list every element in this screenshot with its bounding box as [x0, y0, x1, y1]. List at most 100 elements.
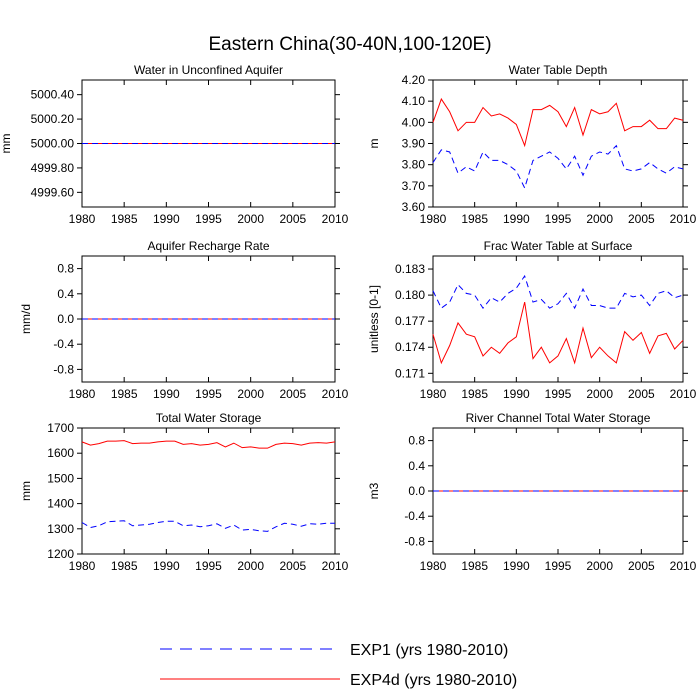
legend-label-exp4d: EXP4d (yrs 1980-2010)	[350, 672, 517, 689]
y-tick-label: 0.180	[395, 288, 425, 302]
y-tick-label: 1600	[47, 446, 74, 460]
x-tick-label: 2000	[237, 559, 264, 573]
x-tick-label: 1985	[111, 559, 138, 573]
series-line-exp1	[432, 144, 684, 190]
panel-aquifer-recharge-rate: Aquifer Recharge Rate 1980 1985 1990 1995 200…	[19, 239, 349, 401]
panel-title: Water in Unconfined Aquifer	[134, 63, 283, 77]
y-tick-label: 4.10	[402, 94, 426, 108]
y-tick-label: 0.174	[395, 340, 425, 354]
series-line-exp4d	[432, 97, 684, 148]
panel-water-table-depth: Water Table Depth 1980 1985 1990 1995 2000 200…	[367, 63, 697, 226]
panel-river-channel-total-water-storage: River Channel Total Water Storage 1980 198…	[367, 411, 697, 573]
series-line-exp1	[432, 274, 684, 310]
y-tick-label: 4.20	[402, 73, 426, 87]
series-line-exp1	[81, 520, 335, 532]
x-tick-label: 1995	[545, 212, 572, 226]
x-tick-label: 1990	[153, 387, 180, 401]
y-tick-label: 3.90	[402, 137, 426, 151]
y-tick-label: 0.0	[408, 484, 425, 498]
panel-total-water-storage: Total Water Storage 1980 1985 1990 1995 2000 2…	[19, 411, 349, 573]
legend: EXP1 (yrs 1980-2010) EXP4d (yrs 1980-201…	[160, 642, 517, 689]
y-axis-label: unitless [0-1]	[367, 285, 381, 353]
y-tick-label: -0.8	[53, 362, 74, 376]
y-tick-label: 5000.00	[31, 137, 75, 151]
x-tick-label: 1985	[111, 212, 138, 226]
x-tick-label: 2010	[670, 212, 697, 226]
y-tick-label: -0.4	[53, 337, 74, 351]
x-tick-label: 1985	[461, 559, 488, 573]
panel-title: Water Table Depth	[509, 63, 608, 77]
x-tick-label: 2005	[628, 559, 655, 573]
x-tick-label: 2000	[237, 387, 264, 401]
y-tick-label: 4.00	[402, 115, 426, 129]
x-tick-label: 1985	[461, 212, 488, 226]
x-tick-label: 2005	[279, 387, 306, 401]
x-tick-label: 2010	[670, 559, 697, 573]
legend-label-exp1: EXP1 (yrs 1980-2010)	[350, 642, 508, 659]
x-tick-label: 1995	[195, 212, 222, 226]
x-tick-label: 2010	[322, 212, 349, 226]
x-tick-label: 1980	[420, 559, 447, 573]
x-tick-label: 2000	[586, 212, 613, 226]
x-tick-label: 1995	[545, 387, 572, 401]
plot-frame	[432, 79, 684, 208]
y-axis-label: m3	[367, 482, 381, 499]
panel-title: Total Water Storage	[156, 411, 262, 425]
panel-water-in-unconfined-aquifer: Water in Unconfined Aquifer 1980 1985 1990 1…	[0, 63, 349, 226]
y-tick-label: 1500	[47, 471, 74, 485]
x-tick-label: 1985	[461, 387, 488, 401]
x-tick-label: 1990	[153, 559, 180, 573]
y-axis-label: mm/d	[19, 304, 33, 334]
plot-frame	[81, 427, 336, 555]
panel-title: Aquifer Recharge Rate	[147, 239, 269, 253]
x-tick-label: 1980	[69, 559, 96, 573]
x-tick-label: 1995	[195, 387, 222, 401]
x-tick-label: 1995	[545, 559, 572, 573]
y-tick-label: 0.8	[57, 262, 74, 276]
y-tick-label: 3.80	[402, 158, 426, 172]
y-tick-label: 0.8	[408, 434, 425, 448]
y-axis-label: mm	[19, 481, 33, 501]
panel-title: Frac Water Table at Surface	[484, 239, 633, 253]
x-tick-label: 2000	[586, 387, 613, 401]
x-tick-label: 1980	[69, 387, 96, 401]
x-tick-label: 1990	[503, 559, 530, 573]
y-axis-label: mm	[0, 134, 13, 154]
y-tick-label: 0.4	[408, 459, 425, 473]
series-line-exp4d	[81, 440, 336, 449]
y-tick-label: 1300	[47, 522, 74, 536]
x-tick-label: 2010	[670, 387, 697, 401]
x-tick-label: 2005	[628, 387, 655, 401]
y-tick-label: 3.70	[402, 179, 426, 193]
x-tick-label: 1990	[153, 212, 180, 226]
x-tick-label: 1985	[111, 387, 138, 401]
x-tick-label: 2005	[279, 212, 306, 226]
y-tick-label: 5000.20	[31, 112, 75, 126]
x-tick-label: 1990	[503, 212, 530, 226]
y-tick-label: -0.8	[404, 534, 425, 548]
y-tick-label: 1400	[47, 497, 74, 511]
y-tick-label: 0.4	[57, 287, 74, 301]
panel-frac-water-table-at-surface: Frac Water Table at Surface 1980 1985 1990 1…	[367, 239, 697, 401]
figure-title: Eastern China(30-40N,100-120E)	[208, 34, 491, 55]
y-tick-label: 0.0	[57, 312, 74, 326]
y-tick-label: 0.183	[395, 262, 425, 276]
plot-frame	[432, 255, 684, 383]
x-tick-label: 2010	[322, 559, 349, 573]
panel-title: River Channel Total Water Storage	[466, 411, 651, 425]
x-tick-label: 1980	[420, 387, 447, 401]
x-tick-label: 2000	[586, 559, 613, 573]
y-tick-label: 4999.60	[31, 185, 75, 199]
x-tick-label: 1995	[195, 559, 222, 573]
y-axis-label: m	[367, 139, 381, 149]
y-tick-label: 5000.40	[31, 88, 75, 102]
y-tick-label: 4999.80	[31, 161, 75, 175]
x-tick-label: 2005	[628, 212, 655, 226]
y-tick-label: 1700	[47, 421, 74, 435]
y-tick-label: 0.171	[395, 366, 425, 380]
x-tick-label: 2010	[322, 387, 349, 401]
y-tick-label: 3.60	[402, 200, 426, 214]
y-tick-label: 1200	[47, 547, 74, 561]
x-tick-label: 2005	[279, 559, 306, 573]
